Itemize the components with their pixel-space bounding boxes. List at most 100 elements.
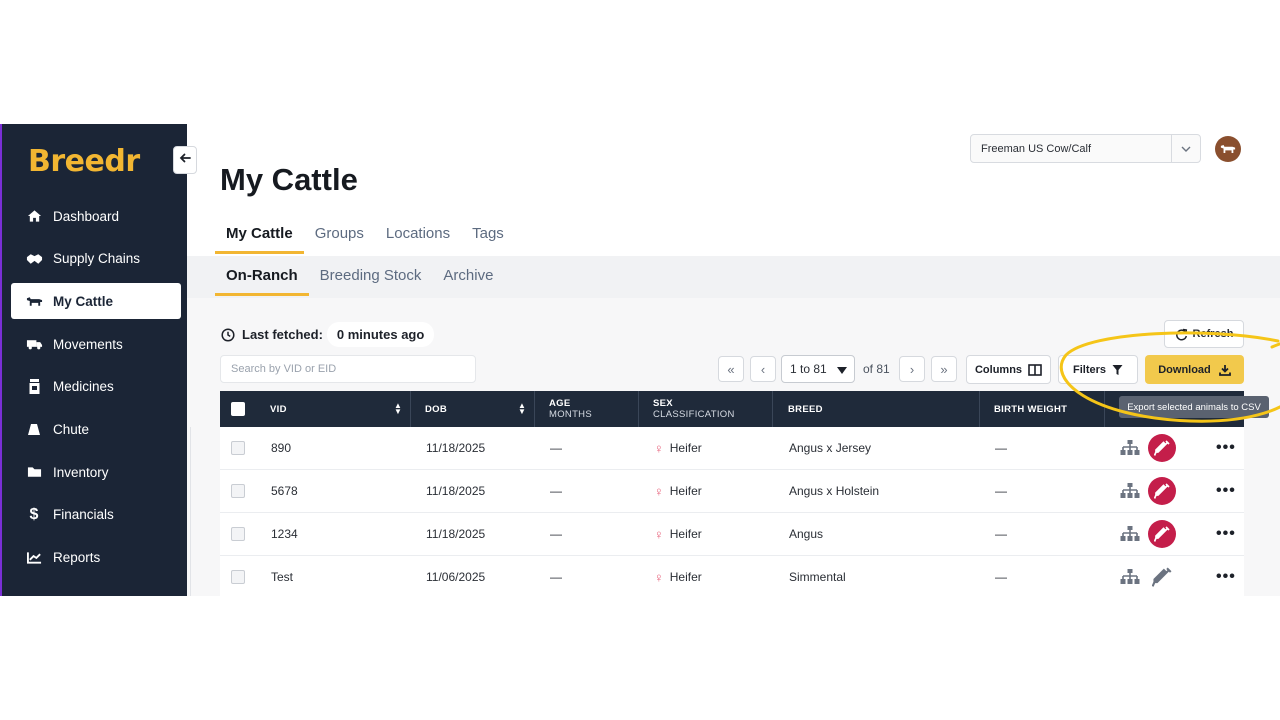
first-page-button[interactable]: « <box>718 356 744 382</box>
family-tree-icon[interactable] <box>1120 427 1140 469</box>
last-fetched-label: Last fetched: <box>242 327 323 342</box>
column-label: BIRTH WEIGHT <box>994 403 1068 415</box>
sidebar-item-label: Dashboard <box>53 208 120 224</box>
syringe-icon[interactable] <box>1148 563 1176 591</box>
cell-vid[interactable]: 890 <box>271 441 292 455</box>
row-checkbox[interactable] <box>231 441 245 455</box>
sidebar-item-supply-chains[interactable]: Supply Chains <box>11 241 181 277</box>
sidebar-item-inventory[interactable]: Inventory <box>11 454 181 490</box>
prev-page-button[interactable]: ‹ <box>750 356 776 382</box>
download-button[interactable]: Download <box>1145 355 1244 384</box>
cell-sex: Heifer <box>669 570 702 584</box>
search-input[interactable]: Search by VID or EID <box>220 355 476 383</box>
sidebar-item-movements[interactable]: Movements <box>11 326 181 362</box>
row-checkbox[interactable] <box>231 484 245 498</box>
female-icon: ♀ <box>654 526 664 542</box>
table-row[interactable]: 5678 11/18/2025 — ♀ Heifer Angus x Holste… <box>220 470 1244 513</box>
avatar[interactable] <box>1215 136 1241 162</box>
cell-age: — <box>550 527 562 541</box>
cell-breed: Angus <box>789 527 824 541</box>
more-options-icon[interactable]: ••• <box>1216 568 1236 585</box>
sidebar-item-label: Supply Chains <box>53 251 141 267</box>
columns-button[interactable]: Columns <box>966 355 1051 384</box>
medicine-bottle-icon <box>25 379 43 395</box>
caret-down-icon <box>837 367 847 374</box>
download-icon <box>1218 364 1231 376</box>
last-page-button[interactable]: » <box>931 356 957 382</box>
subtab-on-ranch[interactable]: On-Ranch <box>215 260 309 296</box>
subtab-breeding-stock[interactable]: Breeding Stock <box>319 267 422 284</box>
family-tree-icon[interactable] <box>1120 556 1140 596</box>
more-options-icon[interactable]: ••• <box>1216 525 1236 542</box>
syringe-icon[interactable] <box>1148 477 1176 505</box>
column-header-birth-weight[interactable]: BIRTH WEIGHT <box>994 391 1067 427</box>
more-options-icon[interactable]: ••• <box>1216 439 1236 456</box>
subtab-archive[interactable]: Archive <box>443 267 494 284</box>
family-tree-icon[interactable] <box>1120 513 1140 555</box>
sidebar-item-financials[interactable]: $ Financials <box>11 497 181 533</box>
sidebar-item-dashboard[interactable]: Dashboard <box>11 198 181 234</box>
tab-groups[interactable]: Groups <box>314 225 364 242</box>
table-row[interactable]: Test 11/06/2025 — ♀ Heifer Simmental — ••… <box>220 556 1244 596</box>
column-header-age[interactable]: AGE MONTHS <box>549 391 592 427</box>
column-header-dob[interactable]: DOB <box>425 391 447 427</box>
cell-breed: Angus x Holstein <box>789 484 880 498</box>
tab-my-cattle[interactable]: My Cattle <box>215 217 304 254</box>
sidebar-collapse-button[interactable] <box>173 146 197 174</box>
page-range-select[interactable]: 1 to 81 <box>781 355 855 383</box>
syringe-icon[interactable] <box>1148 520 1176 548</box>
column-label: DOB <box>425 403 448 415</box>
sidebar-item-label: Inventory <box>53 464 109 480</box>
female-icon: ♀ <box>654 483 664 499</box>
ranch-select-value: Freeman US Cow/Calf <box>981 142 1092 155</box>
page-range-value: 1 to 81 <box>790 362 827 376</box>
more-options-icon[interactable]: ••• <box>1216 482 1236 499</box>
sidebar-item-my-cattle[interactable]: My Cattle <box>11 283 181 320</box>
tab-locations[interactable]: Locations <box>385 225 451 242</box>
column-header-vid[interactable]: VID <box>270 391 287 427</box>
table-row[interactable]: 890 11/18/2025 — ♀ Heifer Angus x Jersey … <box>220 427 1244 470</box>
column-header-breed[interactable]: BREED <box>788 391 823 427</box>
row-checkbox[interactable] <box>231 527 245 541</box>
sidebar-item-label: Medicines <box>53 379 114 395</box>
next-page-button[interactable]: › <box>899 356 925 382</box>
cell-vid[interactable]: 1234 <box>271 527 298 541</box>
table-row[interactable]: 1234 11/18/2025 — ♀ Heifer Angus — ••• <box>220 513 1244 556</box>
cell-breed: Angus x Jersey <box>789 441 872 455</box>
chute-icon <box>25 421 43 437</box>
sidebar-item-medicines[interactable]: Medicines <box>11 369 181 405</box>
cell-age: — <box>550 484 562 498</box>
columns-label: Columns <box>974 363 1023 376</box>
tab-tags[interactable]: Tags <box>472 225 504 242</box>
family-tree-icon[interactable] <box>1120 470 1140 512</box>
row-checkbox[interactable] <box>231 570 245 584</box>
column-label: AGE <box>549 398 571 409</box>
female-icon: ♀ <box>654 569 664 585</box>
cell-birth-weight: — <box>995 484 1007 498</box>
filter-icon <box>1112 364 1123 376</box>
syringe-icon[interactable] <box>1148 434 1176 462</box>
sidebar-item-reports[interactable]: Reports <box>11 540 181 576</box>
page-of-label: of 81 <box>863 362 890 376</box>
cell-vid[interactable]: Test <box>271 570 294 584</box>
table-body: 890 11/18/2025 — ♀ Heifer Angus x Jersey … <box>220 427 1244 596</box>
cell-vid[interactable]: 5678 <box>271 484 298 498</box>
filters-button[interactable]: Filters <box>1058 355 1138 384</box>
sort-icon[interactable]: ▲ ▼ <box>518 401 526 416</box>
column-divider <box>638 391 639 427</box>
sub-tabs: On-Ranch Breeding Stock Archive <box>215 260 504 296</box>
column-divider <box>1104 391 1105 427</box>
cell-age: — <box>550 441 562 455</box>
cell-birth-weight: — <box>995 527 1007 541</box>
brand-logo[interactable]: Breedr <box>28 144 140 179</box>
ranch-select[interactable]: Freeman US Cow/Calf <box>970 134 1201 163</box>
chevron-down-icon <box>1171 135 1200 162</box>
cow-icon <box>25 293 43 309</box>
refresh-button[interactable]: Refresh <box>1164 320 1244 348</box>
cell-sex: Heifer <box>669 527 702 541</box>
column-divider <box>772 391 773 427</box>
sidebar-item-chute[interactable]: Chute <box>11 411 181 447</box>
sort-icon[interactable]: ▲ ▼ <box>394 401 402 416</box>
select-all-checkbox[interactable] <box>231 402 245 416</box>
column-header-sex[interactable]: SEX CLASSIFICATION <box>653 391 735 427</box>
